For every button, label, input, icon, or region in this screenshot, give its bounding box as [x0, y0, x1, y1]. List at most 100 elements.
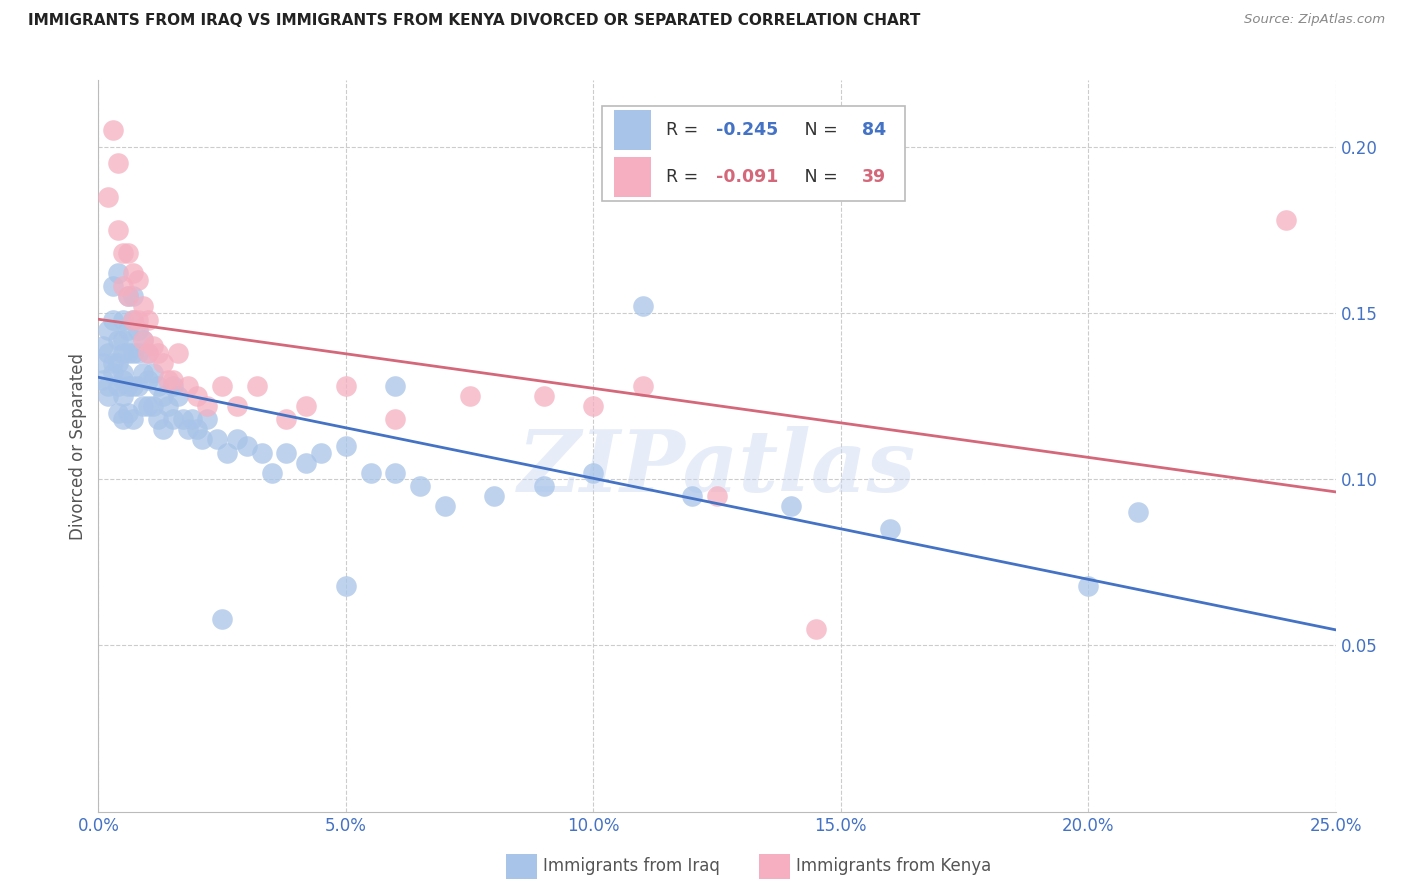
Point	[409, 479, 432, 493]
Point	[211, 612, 233, 626]
Point	[146, 412, 169, 426]
Point	[804, 622, 827, 636]
FancyBboxPatch shape	[614, 157, 651, 197]
Point	[1077, 579, 1099, 593]
Point	[136, 399, 159, 413]
Point	[458, 389, 481, 403]
Point	[112, 312, 135, 326]
Text: -0.245: -0.245	[716, 120, 778, 138]
Point	[533, 479, 555, 493]
Point	[246, 379, 269, 393]
Point	[132, 399, 155, 413]
Point	[162, 412, 184, 426]
Point	[631, 299, 654, 313]
Point	[582, 466, 605, 480]
Point	[136, 346, 159, 360]
Point	[384, 412, 406, 426]
Point	[107, 406, 129, 420]
Point	[127, 379, 149, 393]
Point	[152, 422, 174, 436]
Point	[166, 346, 188, 360]
Point	[186, 389, 208, 403]
Point	[295, 399, 318, 413]
Point	[582, 399, 605, 413]
Point	[191, 433, 214, 447]
Point	[176, 422, 198, 436]
Point	[127, 346, 149, 360]
Point	[117, 379, 139, 393]
Point	[309, 445, 332, 459]
Point	[433, 499, 456, 513]
Point	[195, 412, 218, 426]
Point	[112, 346, 135, 360]
Point	[132, 299, 155, 313]
Point	[156, 372, 179, 386]
Point	[112, 372, 135, 386]
Point	[132, 333, 155, 347]
Point	[112, 246, 135, 260]
Point	[127, 323, 149, 337]
Text: N =: N =	[787, 169, 842, 186]
Point	[117, 346, 139, 360]
Text: Source: ZipAtlas.com: Source: ZipAtlas.com	[1244, 13, 1385, 27]
Point	[107, 356, 129, 370]
Point	[1126, 506, 1149, 520]
Point	[122, 412, 145, 426]
Point	[166, 389, 188, 403]
Point	[132, 333, 155, 347]
Point	[186, 422, 208, 436]
Point	[97, 389, 120, 403]
Point	[136, 346, 159, 360]
Point	[103, 366, 125, 380]
Text: R =: R =	[666, 169, 704, 186]
Point	[295, 456, 318, 470]
Point	[533, 389, 555, 403]
Point	[384, 466, 406, 480]
Text: ZIPatlas: ZIPatlas	[517, 426, 917, 509]
Point	[276, 412, 298, 426]
FancyBboxPatch shape	[614, 110, 651, 150]
Point	[93, 372, 115, 386]
Point	[384, 379, 406, 393]
Point	[152, 356, 174, 370]
Point	[117, 406, 139, 420]
Point	[122, 312, 145, 326]
Point	[162, 372, 184, 386]
Point	[1275, 213, 1298, 227]
Point	[97, 379, 120, 393]
Point	[484, 489, 506, 503]
Point	[107, 156, 129, 170]
Point	[142, 339, 165, 353]
Point	[103, 123, 125, 137]
Point	[142, 366, 165, 380]
Point	[205, 433, 228, 447]
Point	[156, 399, 179, 413]
Point	[97, 323, 120, 337]
Point	[226, 399, 249, 413]
Point	[146, 346, 169, 360]
Text: 84: 84	[862, 120, 886, 138]
Point	[706, 489, 728, 503]
Point	[250, 445, 273, 459]
Point	[122, 266, 145, 280]
Point	[142, 399, 165, 413]
Point	[112, 279, 135, 293]
Point	[122, 312, 145, 326]
Point	[217, 445, 239, 459]
Point	[631, 379, 654, 393]
Point	[122, 289, 145, 303]
Point	[176, 379, 198, 393]
Point	[335, 379, 357, 393]
Text: 39: 39	[862, 169, 886, 186]
Point	[103, 356, 125, 370]
Text: Immigrants from Kenya: Immigrants from Kenya	[796, 857, 991, 875]
Point	[181, 412, 204, 426]
Point	[335, 579, 357, 593]
Text: R =: R =	[666, 120, 704, 138]
Point	[122, 379, 145, 393]
FancyBboxPatch shape	[602, 106, 905, 201]
Point	[276, 445, 298, 459]
Point	[162, 379, 184, 393]
Point	[226, 433, 249, 447]
Point	[112, 412, 135, 426]
